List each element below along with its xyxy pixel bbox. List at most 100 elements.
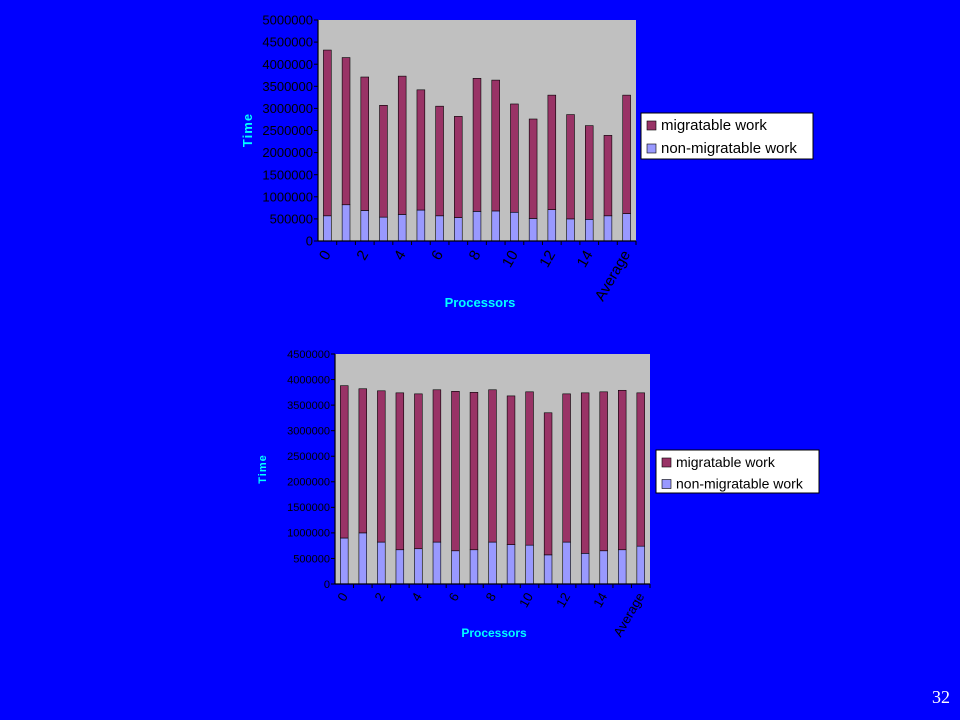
bar-migratable-work-13	[580, 392, 590, 554]
legend-swatch	[661, 479, 672, 489]
bar-migratable-work-12	[562, 393, 571, 543]
bar-non-migratable-work-7	[469, 549, 479, 585]
bar-migratable-work-3	[395, 392, 405, 551]
y-tick-label: 5000000	[262, 13, 313, 28]
x-tick-label: 10	[499, 248, 522, 271]
bar-non-migratable-work-13	[580, 553, 590, 585]
y-tick-label: 4000000	[262, 57, 313, 72]
legend-label: migratable work	[661, 117, 767, 134]
x-tick-label: 0	[334, 590, 351, 604]
y-tick-label: 1500000	[262, 167, 313, 182]
bar-non-migratable-work-9	[506, 544, 516, 585]
y-tick-label: 1500000	[287, 502, 330, 514]
bar-non-migratable-work-4	[397, 214, 407, 242]
legend-label: non-migratable work	[676, 476, 804, 492]
bar-migratable-work-14	[585, 125, 594, 220]
chart-2: 0 500000 1000000 1500000 2000000 2500000 30000…	[257, 349, 820, 640]
bar-migratable-work-7	[469, 392, 479, 551]
bar-non-migratable-work-8	[472, 211, 482, 242]
bar-migratable-work-14	[599, 391, 608, 552]
bar-migratable-work-6	[451, 391, 460, 552]
bar-non-migratable-work-11	[528, 218, 538, 242]
bar-non-migratable-work-11	[543, 554, 553, 585]
bar-non-migratable-work-5	[416, 209, 426, 242]
y-tick-label: 0	[306, 234, 313, 249]
bar-non-migratable-work-10	[510, 211, 519, 242]
bar-migratable-work-6	[435, 105, 444, 217]
bar-non-migratable-work-3	[379, 216, 388, 242]
bar-non-migratable-work-2	[377, 541, 386, 585]
y-tick-label: 2000000	[262, 145, 313, 160]
bar-migratable-work-15	[603, 135, 613, 217]
x-tick-label: 0	[316, 248, 335, 264]
x-tick-label: 14	[590, 590, 610, 610]
bar-non-migratable-work-2	[360, 210, 369, 242]
bar-non-migratable-work-10	[525, 544, 534, 585]
bar-migratable-work-3	[379, 105, 388, 218]
x-tick-label: 4	[408, 590, 425, 604]
bar-non-migratable-work-14	[585, 219, 594, 242]
y-tick-label: 1000000	[262, 189, 313, 204]
x-tick-label: 6	[428, 248, 447, 264]
legend-label: migratable work	[676, 454, 776, 470]
bar-non-migratable-work-1	[358, 532, 367, 585]
bar-migratable-work-11	[543, 412, 553, 556]
legend-swatch	[646, 120, 657, 131]
bar-migratable-work-2	[377, 390, 386, 543]
y-axis-title: Time	[240, 113, 255, 147]
x-tick-label: 10	[516, 590, 536, 610]
bar-migratable-work-0	[323, 49, 332, 217]
legend: migratable work non-migratable work	[655, 449, 820, 494]
bar-non-migratable-work-5	[432, 541, 442, 585]
y-tick-label: 4000000	[287, 374, 330, 386]
bar-non-migratable-work-0	[340, 537, 349, 585]
bar-migratable-work-8	[472, 78, 482, 212]
y-tick-label: 4500000	[262, 35, 313, 50]
x-tick-label: 2	[371, 590, 388, 604]
legend-label: non-migratable work	[661, 140, 797, 157]
y-tick-label: 2500000	[262, 123, 313, 138]
y-tick-label: 3000000	[262, 101, 313, 116]
y-tick-label: 500000	[270, 211, 313, 226]
bar-migratable-work-8	[488, 389, 497, 543]
bar-non-migratable-work-average	[622, 213, 631, 242]
bar-non-migratable-work-7	[454, 217, 463, 242]
legend-box	[640, 112, 814, 160]
bar-migratable-work-1	[341, 57, 351, 206]
y-tick-label: 2000000	[287, 477, 330, 489]
bar-migratable-work-9	[491, 79, 500, 212]
bar-non-migratable-work-12	[547, 209, 557, 242]
bar-migratable-work-15	[618, 389, 627, 551]
bar-migratable-work-5	[416, 89, 426, 211]
bar-non-migratable-work-3	[395, 549, 405, 585]
legend-box	[655, 449, 820, 494]
bar-non-migratable-work-1	[341, 204, 351, 242]
bar-non-migratable-work-14	[599, 550, 608, 585]
bar-migratable-work-5	[432, 389, 442, 543]
y-tick-label: 3500000	[287, 400, 330, 412]
x-tick-label: 8	[482, 590, 499, 604]
legend-swatch	[646, 143, 657, 154]
y-tick-label: 0	[324, 579, 330, 591]
y-tick-label: 1000000	[287, 528, 330, 540]
x-tick-label: 12	[536, 248, 559, 271]
bar-non-migratable-work-12	[562, 541, 571, 585]
x-tick-label: 12	[553, 590, 573, 610]
legend: migratable work non-migratable work	[640, 112, 814, 160]
bar-non-migratable-work-6	[451, 550, 460, 585]
x-tick-label: 8	[466, 248, 485, 264]
y-tick-label: 3000000	[287, 426, 330, 438]
bar-non-migratable-work-6	[435, 215, 444, 242]
bar-migratable-work-11	[528, 118, 538, 219]
x-tick-label: Average	[592, 248, 635, 305]
bar-migratable-work-10	[525, 391, 534, 546]
slide-page-number: 32	[932, 687, 950, 707]
y-tick-label: 3500000	[262, 79, 313, 94]
x-tick-label: 14	[574, 248, 597, 271]
bar-migratable-work-4	[397, 75, 407, 215]
y-tick-label: 4500000	[287, 349, 330, 361]
bar-migratable-work-13	[566, 114, 575, 220]
bar-non-migratable-work-15	[603, 215, 613, 242]
bar-migratable-work-average	[622, 94, 631, 214]
bar-non-migratable-work-13	[566, 218, 575, 242]
